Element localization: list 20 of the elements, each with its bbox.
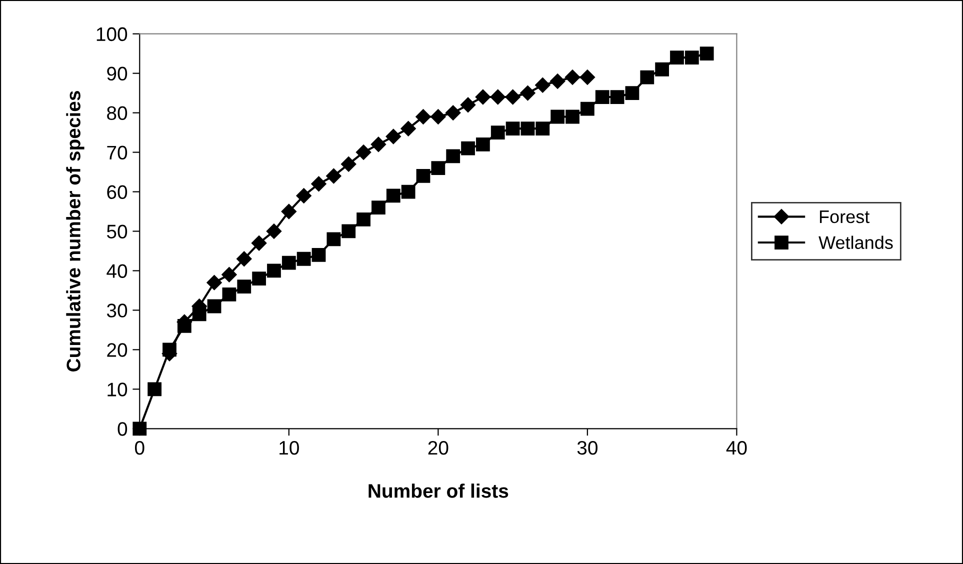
legend-label: Forest xyxy=(820,210,870,224)
x-tick-label: 0 xyxy=(134,440,144,455)
y-tick-label: 80 xyxy=(107,106,128,120)
y-tick-label: 0 xyxy=(118,422,128,436)
x-axis-title: Number of lists xyxy=(368,484,508,498)
y-axis-title: Cumulative number of species xyxy=(66,91,84,372)
x-tick-label: 10 xyxy=(280,440,299,455)
y-tick-label: 100 xyxy=(96,27,128,42)
y-tick-label: 70 xyxy=(107,146,128,160)
y-tick-label: 50 xyxy=(106,224,128,238)
y-tick-label: 30 xyxy=(106,304,128,318)
y-tick-label: 20 xyxy=(107,343,128,357)
y-tick-label: 60 xyxy=(107,185,128,199)
x-tick-label: 30 xyxy=(577,440,598,455)
x-tick-label: 20 xyxy=(428,440,448,455)
legend-label: Wetlands xyxy=(818,236,893,250)
x-tick-label: 40 xyxy=(726,440,747,455)
y-tick-label: 40 xyxy=(106,264,128,278)
y-tick-label: 10 xyxy=(108,382,128,396)
y-tick-label: 90 xyxy=(107,66,128,81)
